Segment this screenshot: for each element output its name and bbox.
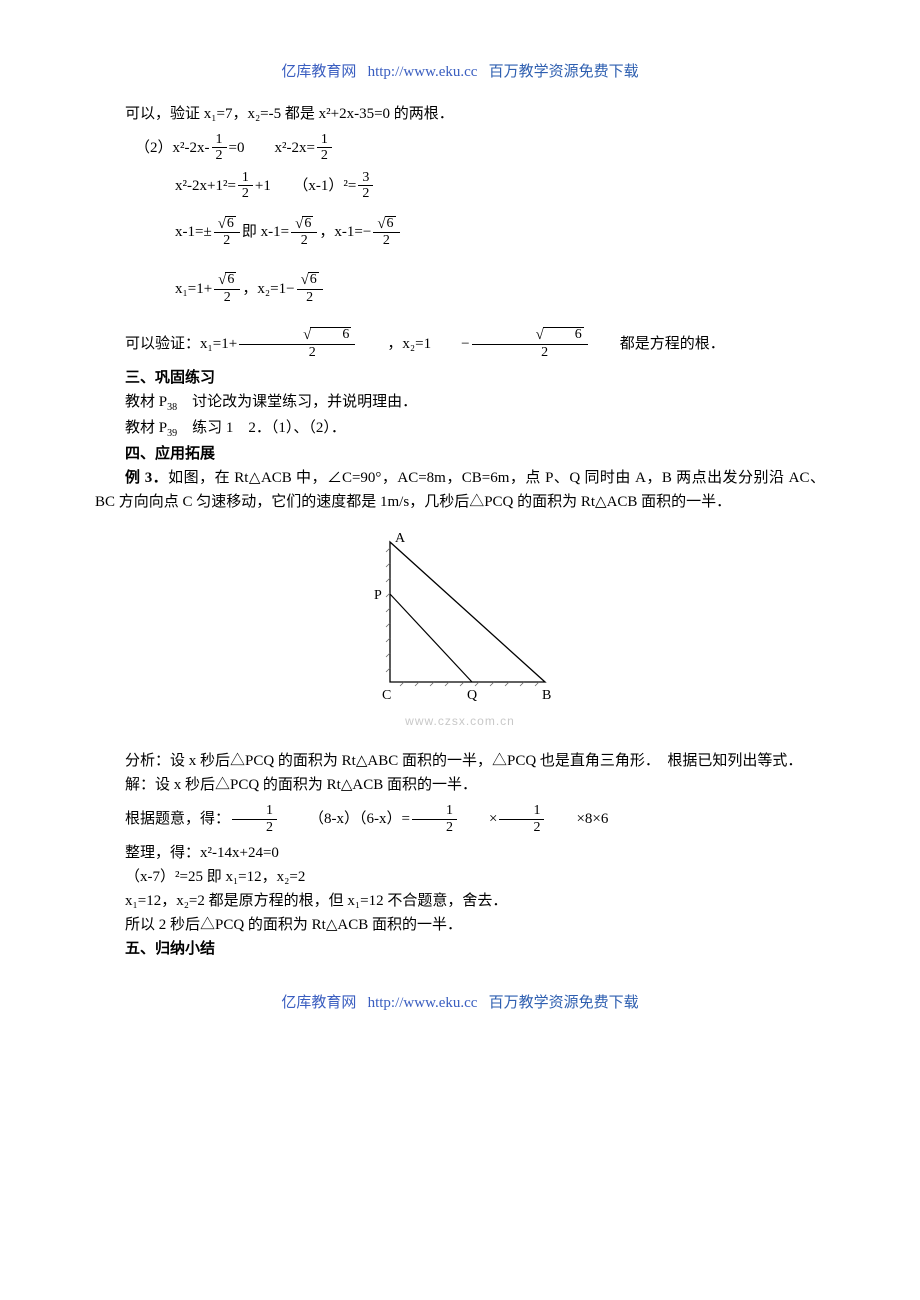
text: ，x₂=1 [242, 277, 286, 301]
fraction: 1 2 [317, 132, 332, 164]
label-c: C [382, 688, 391, 702]
text: ×8×6 [546, 807, 608, 831]
analysis-p1: 分析：设 x 秒后△PCQ 的面积为 Rt△ABC 面积的一半，△PCQ 也是直… [95, 749, 825, 773]
fraction: √6 2 [297, 272, 323, 305]
page: 亿库教育网 http://www.eku.cc 百万教学资源免费下载 可以，验证… [0, 0, 920, 1300]
fraction: 1 2 [212, 132, 227, 164]
triangle-figure: A P C Q B [95, 532, 825, 710]
intro-line: 可以，验证 x₁=7，x₂=-5 都是 x²+2x-35=0 的两根． [95, 102, 825, 126]
eq-line-2a: （2）x²-2x- 1 2 =0 x²-2x= 1 2 [135, 132, 825, 164]
fraction: √6 2 [373, 216, 399, 249]
neg: − [431, 332, 469, 356]
footer-brand: 亿库教育网 [281, 995, 356, 1011]
eq-line-2c: x-1=± √6 2 即 x-1= √6 2 ，x-1= − √6 2 [175, 216, 825, 249]
neg: − [363, 220, 371, 244]
section-4-title: 四、应用拓展 [95, 442, 825, 466]
text: （2）x²-2x- [135, 136, 210, 160]
section-3-title: 三、巩固练习 [95, 366, 825, 390]
text: （8-x）（6-x）= [279, 807, 410, 831]
fraction: 1 2 [232, 803, 277, 835]
fraction: 3 2 [358, 170, 373, 202]
analysis-p5: （x-7）²=25 即 x₁=12，x₂=2 [95, 865, 825, 889]
footer-tagline: 百万教学资源免费下载 [489, 995, 639, 1011]
text: x-1=± [175, 220, 212, 244]
page-footer: 亿库教育网 http://www.eku.cc 百万教学资源免费下载 [95, 991, 825, 1015]
section-5-title: 五、归纳小结 [95, 937, 825, 961]
fraction: √6 2 [291, 216, 317, 249]
fraction: √6 2 [239, 327, 355, 360]
fraction: √6 2 [214, 216, 240, 249]
fraction: √6 2 [472, 327, 588, 360]
text: +1 （x-1）²= [255, 174, 356, 198]
triangle-svg: A P C Q B [360, 532, 560, 702]
eq-line-2b: x²-2x+1²= 1 2 +1 （x-1）²= 3 2 [175, 170, 825, 202]
text: ，x₂=1 [357, 332, 431, 356]
analysis-p4: 整理，得：x²-14x+24=0 [95, 841, 825, 865]
header-tagline: 百万教学资源免费下载 [489, 64, 639, 80]
label-a: A [395, 532, 406, 546]
analysis-p7: 所以 2 秒后△PCQ 的面积为 Rt△ACB 面积的一半． [95, 913, 825, 937]
text: 根据题意，得： [95, 807, 230, 831]
hatch-marks [386, 548, 539, 686]
verify-line: 可以验证：x₁=1+ √6 2 ，x₂=1 − √6 2 都是方程的根． [95, 327, 825, 360]
fraction: 1 2 [238, 170, 253, 202]
example-body: 如图，在 Rt△ACB 中，∠C=90°，AC=8m，CB=6m，点 P、Q 同… [95, 470, 825, 510]
eq-line-2d: x₁=1+ √6 2 ，x₂=1 − √6 2 [175, 272, 825, 305]
text: ，x-1= [319, 220, 362, 244]
fraction: √6 2 [214, 272, 240, 305]
sec3-line1: 教材 P38 讨论改为课堂练习，并说明理由． [95, 390, 825, 416]
neg: − [286, 277, 294, 301]
text: 可以验证：x₁=1+ [95, 332, 237, 356]
example-3: 例 3．如图，在 Rt△ACB 中，∠C=90°，AC=8m，CB=6m，点 P… [95, 466, 825, 514]
triangle-acb [390, 542, 545, 682]
text: 都是方程的根． [590, 332, 725, 356]
label-p: P [374, 588, 382, 603]
text: =0 x²-2x= [229, 136, 315, 160]
footer-url[interactable]: http://www.eku.cc [368, 995, 478, 1011]
text: × [459, 807, 497, 831]
fraction: 1 2 [412, 803, 457, 835]
text: x₁=1+ [175, 277, 212, 301]
text: x²-2x+1²= [175, 174, 236, 198]
figure-watermark: www.czsx.com.cn [95, 712, 825, 731]
document-body: 可以，验证 x₁=7，x₂=-5 都是 x²+2x-35=0 的两根． （2）x… [95, 102, 825, 961]
fraction: 1 2 [499, 803, 544, 835]
text: 即 x-1= [242, 220, 289, 244]
label-q: Q [467, 688, 477, 702]
line-pq [390, 594, 472, 682]
example-label: 例 3． [125, 470, 168, 486]
analysis-p2: 解：设 x 秒后△PCQ 的面积为 Rt△ACB 面积的一半． [95, 773, 825, 797]
sec3-line2: 教材 P39 练习 1 2．（1）、（2）． [95, 416, 825, 442]
analysis-eq: 根据题意，得： 1 2 （8-x）（6-x）= 1 2 × 1 2 ×8×6 [95, 803, 825, 835]
page-header: 亿库教育网 http://www.eku.cc 百万教学资源免费下载 [95, 60, 825, 84]
analysis-p6: x₁=12，x₂=2 都是原方程的根，但 x₁=12 不合题意，舍去． [95, 889, 825, 913]
header-brand: 亿库教育网 [281, 64, 356, 80]
header-url[interactable]: http://www.eku.cc [368, 64, 478, 80]
label-b: B [542, 688, 551, 702]
